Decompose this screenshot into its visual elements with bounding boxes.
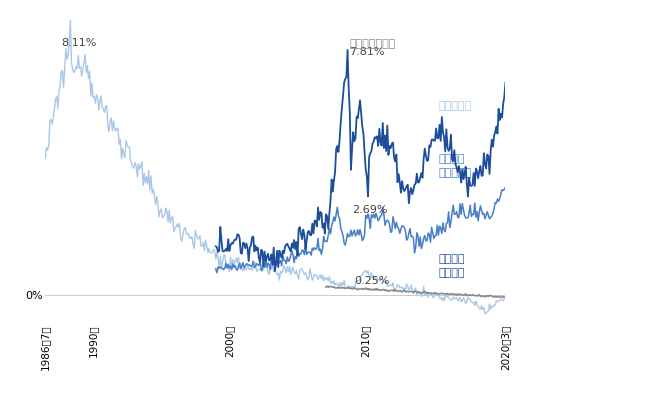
Text: 定期預金利回り: 定期預金利回り — [349, 39, 395, 49]
Text: 0.25%: 0.25% — [354, 276, 389, 286]
Text: 2.69%: 2.69% — [352, 204, 388, 214]
Text: 東証一部
益利回り: 東証一部 益利回り — [439, 254, 465, 278]
Text: 国債利回り: 国債利回り — [439, 101, 472, 111]
Text: 東証一部
配当利回り: 東証一部 配当利回り — [439, 154, 472, 178]
Text: 7.81%: 7.81% — [349, 47, 385, 57]
Text: 8.11%: 8.11% — [61, 38, 97, 48]
